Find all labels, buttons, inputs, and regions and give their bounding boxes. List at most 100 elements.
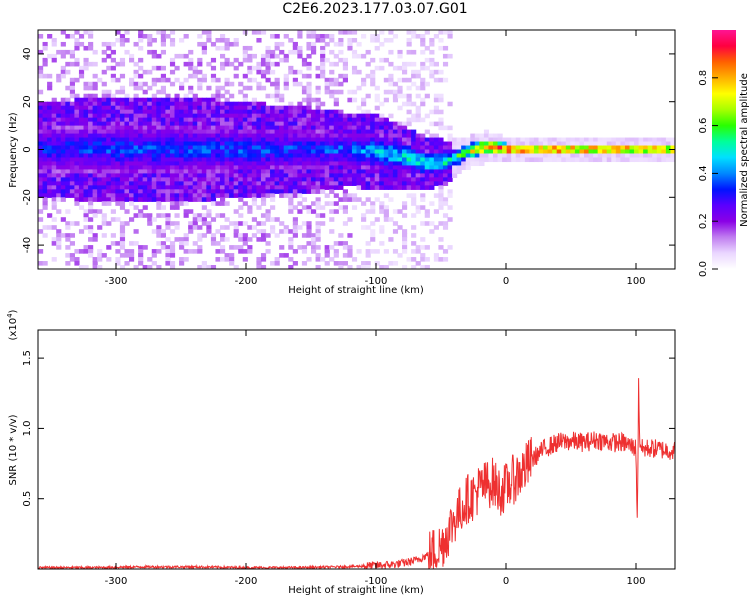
heatmap-cell (383, 249, 389, 254)
heatmap-cell (433, 69, 439, 75)
heatmap-cell (78, 133, 85, 139)
heatmap-cell (570, 141, 576, 147)
heatmap-cell (270, 177, 276, 182)
heatmap-cell (97, 105, 103, 111)
heatmap-cell (138, 209, 144, 214)
heatmap-cell (311, 245, 317, 250)
heatmap-cell (279, 229, 285, 234)
heatmap-cell (101, 145, 107, 151)
heatmap-cell (256, 129, 262, 135)
heatmap-cell (165, 101, 171, 107)
heatmap-cell (51, 137, 57, 143)
heatmap-cell (69, 89, 75, 95)
heatmap-cell (611, 141, 617, 147)
heatmap-cell (260, 233, 267, 238)
heatmap-cell (420, 205, 426, 210)
y-tick-label: 0.5 (22, 491, 33, 507)
heatmap-cell (197, 237, 203, 242)
heatmap-cell (597, 145, 603, 151)
heatmap-cell (270, 109, 276, 115)
heatmap-cell (101, 217, 107, 222)
heatmap-cell (256, 193, 262, 198)
heatmap-cell (220, 165, 226, 171)
heatmap-cell (320, 257, 326, 262)
heatmap-cell (124, 165, 130, 171)
heatmap-cell (147, 169, 153, 174)
heatmap-cell (301, 153, 308, 159)
heatmap-cell (415, 109, 421, 115)
heatmap-cell (179, 245, 185, 250)
heatmap-cell (238, 173, 244, 178)
heatmap-cell (652, 153, 658, 159)
heatmap-cell (297, 185, 303, 190)
heatmap-cell (370, 165, 376, 171)
heatmap-cell (165, 105, 171, 111)
heatmap-cell (251, 133, 257, 139)
heatmap-cell (169, 109, 176, 115)
heatmap-cell (392, 229, 399, 234)
heatmap-cell (38, 109, 44, 115)
heatmap-cell (201, 181, 207, 186)
heatmap-cell (292, 41, 298, 47)
heatmap-cell (361, 169, 367, 174)
heatmap-cell (160, 169, 166, 174)
heatmap-cell (88, 113, 94, 119)
heatmap-cell (224, 217, 230, 222)
heatmap-cell (383, 169, 389, 174)
heatmap-cell (106, 221, 112, 226)
heatmap-cell (324, 133, 330, 139)
heatmap-cell (110, 141, 116, 147)
heatmap-cell (365, 121, 371, 127)
heatmap-cell (165, 253, 171, 258)
heatmap-cell (88, 169, 94, 174)
heatmap-cell (429, 137, 435, 143)
heatmap-cell (283, 225, 289, 230)
heatmap-cell (169, 197, 176, 202)
heatmap-cell (106, 157, 112, 163)
heatmap-cell (447, 153, 453, 159)
heatmap-cell (361, 201, 367, 206)
heatmap-cell (329, 157, 335, 163)
heatmap-cell (315, 253, 321, 258)
heatmap-cell (38, 185, 44, 190)
heatmap-cell (197, 169, 203, 174)
heatmap-cell (215, 241, 221, 246)
heatmap-cell (324, 201, 330, 206)
heatmap-cell (438, 157, 444, 163)
heatmap-cell (533, 153, 540, 159)
heatmap-cell (238, 125, 244, 131)
heatmap-cell (502, 145, 508, 151)
heatmap-cell (297, 121, 303, 127)
heatmap-cell (288, 137, 294, 143)
heatmap-cell (110, 181, 116, 186)
heatmap-cell (160, 241, 166, 246)
heatmap-cell (297, 245, 303, 250)
heatmap-cell (260, 101, 267, 107)
heatmap-cell (297, 177, 303, 182)
heatmap-cell (411, 30, 417, 35)
heatmap-cell (465, 153, 471, 159)
heatmap-cell (329, 133, 335, 139)
heatmap-cell (574, 137, 581, 143)
heatmap-cell (379, 129, 385, 135)
heatmap-cell (251, 149, 257, 155)
heatmap-cell (160, 145, 166, 151)
heatmap-cell (83, 265, 89, 269)
heatmap-cell (165, 165, 171, 171)
heatmap-cell (456, 145, 462, 151)
heatmap-cell (138, 129, 144, 135)
heatmap-cell (351, 169, 358, 174)
heatmap-cell (51, 141, 57, 147)
heatmap-cell (124, 157, 130, 163)
heatmap-cell (169, 205, 176, 210)
heatmap-cell (156, 153, 162, 159)
heatmap-cell (133, 137, 139, 143)
heatmap-cell (565, 137, 571, 143)
heatmap-cell (265, 165, 271, 171)
heatmap-cell (324, 117, 330, 123)
heatmap-cell (124, 261, 130, 266)
heatmap-cell (593, 141, 599, 147)
heatmap-cell (461, 157, 467, 163)
heatmap-cell (397, 53, 403, 59)
heatmap-cell (442, 165, 449, 171)
